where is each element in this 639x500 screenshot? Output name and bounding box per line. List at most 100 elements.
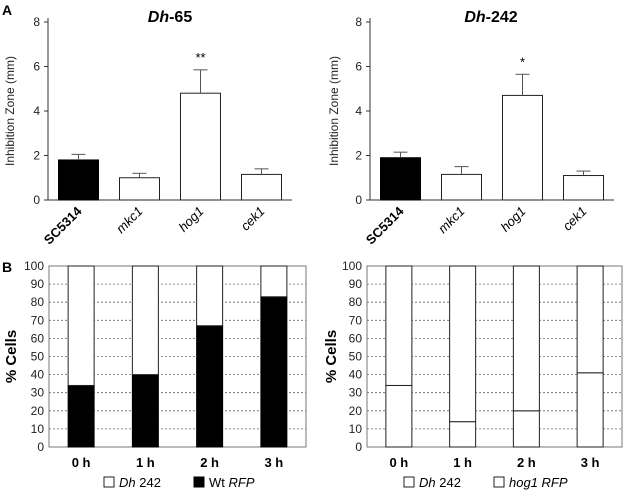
legend-label-part: 242 [436, 475, 461, 490]
bar-cek1 [563, 175, 604, 201]
y-tick-label: 90 [349, 277, 363, 291]
x-tick-label: 3 h [581, 455, 600, 470]
x-tick-label: SC5314 [41, 203, 85, 247]
y-tick-label: 60 [31, 331, 45, 345]
chart-dh242: Dh-242 Inhibition Zone (mm) 0 2 4 6 8 SC5314 mkc… [327, 9, 614, 247]
bar-segment-wt [131, 374, 159, 448]
legend-swatch-dh242 [403, 476, 415, 488]
plot-frame [366, 265, 623, 448]
bar-segment-dh242 [196, 265, 224, 327]
y-tick-label: 4 [33, 104, 40, 118]
bar-mkc1 [119, 177, 160, 201]
x-tick-label: 1 h [136, 455, 155, 470]
y-tick-label: 0 [355, 440, 362, 454]
legend-label-dh242: Dh 242 [119, 475, 161, 490]
bar-segment-wt [67, 384, 95, 448]
x-tick-label: hog1 [498, 204, 529, 235]
chart-title-number: -65 [169, 9, 192, 26]
y-tick-label: 30 [31, 386, 45, 400]
bar-segment-dh242 [260, 265, 288, 298]
bar-cek1 [241, 173, 282, 201]
legend-label-dh242: Dh 242 [419, 475, 461, 490]
bar-segment-dh242 [67, 265, 95, 386]
y-tick-label: 40 [31, 368, 45, 382]
bar-segment-dh242 [576, 265, 604, 374]
y-axis-label: Inhibition Zone (mm) [3, 56, 17, 166]
legend-label-part: RFP [225, 475, 255, 490]
bar-segment-hog1 [576, 372, 604, 448]
y-tick-label: 10 [31, 422, 45, 436]
legend-swatch-hog1 [493, 476, 505, 488]
significance-mark: * [520, 54, 525, 69]
bar-segment-dh242 [131, 265, 159, 376]
legend-label-part: Dh [119, 475, 136, 490]
y-tick-label: 6 [33, 60, 40, 74]
x-tick-label: 0 h [389, 455, 408, 470]
y-tick-label: 70 [31, 313, 45, 327]
y-tick-label: 100 [342, 259, 362, 273]
legend-label-part: 242 [136, 475, 161, 490]
chart-stacked-hog1: % Cells 0 10 20 30 40 50 60 70 80 90 100 0 h 1 h 2 h 3 … [323, 259, 623, 490]
y-tick-label: 8 [355, 15, 362, 29]
chart-stacked-wt: % Cells 0 10 20 30 40 50 60 70 80 90 100 0 h 1 h 2 h 3 … [3, 259, 307, 490]
bar-segment-hog1 [512, 410, 540, 448]
panel-label-a: A [2, 2, 12, 18]
y-tick-label: 70 [349, 313, 363, 327]
y-tick-label: 60 [349, 331, 363, 345]
x-tick-label: hog1 [176, 204, 207, 235]
legend-swatch-dh242 [103, 476, 115, 488]
bar-segment-dh242 [512, 265, 540, 412]
legend-label-part: Dh [419, 475, 436, 490]
plot-frame [48, 265, 307, 448]
y-tick-label: 0 [355, 193, 362, 207]
panel-label-b: B [2, 259, 12, 275]
chart-title-name: Dh [464, 9, 486, 26]
y-tick-label: 10 [349, 422, 363, 436]
y-tick-label: 20 [349, 404, 363, 418]
y-tick-label: 40 [349, 368, 363, 382]
y-tick-label: 80 [31, 295, 45, 309]
y-tick-label: 6 [355, 60, 362, 74]
chart-title-number: -242 [486, 9, 518, 26]
y-tick-label: 2 [355, 149, 362, 163]
legend-label-part: Wt [209, 475, 225, 490]
x-tick-label: cek1 [238, 204, 268, 234]
legend-label-hog1: hog1 RFP [509, 475, 568, 490]
bar-sc5314 [58, 159, 99, 201]
y-axis-label: % Cells [3, 330, 20, 383]
x-tick-label: SC5314 [363, 203, 407, 247]
bar-mkc1 [441, 173, 482, 201]
bar-hog1 [502, 94, 543, 201]
y-tick-label: 30 [349, 386, 363, 400]
bar-sc5314 [380, 157, 421, 201]
x-tick-label: 1 h [453, 455, 472, 470]
y-axis-label: Inhibition Zone (mm) [327, 56, 341, 166]
bar-segment-wt [196, 325, 224, 448]
x-tick-label: mkc1 [435, 204, 468, 237]
y-tick-label: 0 [33, 193, 40, 207]
y-tick-label: 80 [349, 295, 363, 309]
chart-dh65: Dh-65 Inhibition Zone (mm) 0 2 4 6 8 SC5314 mkc1… [3, 9, 292, 247]
x-tick-label: 2 h [200, 455, 219, 470]
legend-label-part: hog1 [509, 475, 538, 490]
bar-segment-wt [260, 296, 288, 448]
x-tick-label: 2 h [517, 455, 536, 470]
y-tick-label: 90 [31, 277, 45, 291]
y-tick-label: 8 [33, 15, 40, 29]
x-tick-label: 0 h [72, 455, 91, 470]
chart-title: Dh-65 [148, 9, 193, 26]
y-axis-label: % Cells [323, 330, 340, 383]
y-tick-label: 50 [31, 350, 45, 364]
legend-label-wt: Wt RFP [209, 475, 255, 490]
y-tick-label: 20 [31, 404, 45, 418]
chart-title: Dh-242 [464, 9, 517, 26]
y-tick-label: 50 [349, 350, 363, 364]
y-tick-label: 100 [24, 259, 44, 273]
bar-segment-dh242 [385, 265, 413, 386]
x-tick-label: 3 h [264, 455, 283, 470]
bar-segment-dh242 [449, 265, 477, 423]
chart-title-name: Dh [148, 9, 170, 26]
significance-mark: ** [195, 50, 205, 65]
y-tick-label: 2 [33, 149, 40, 163]
